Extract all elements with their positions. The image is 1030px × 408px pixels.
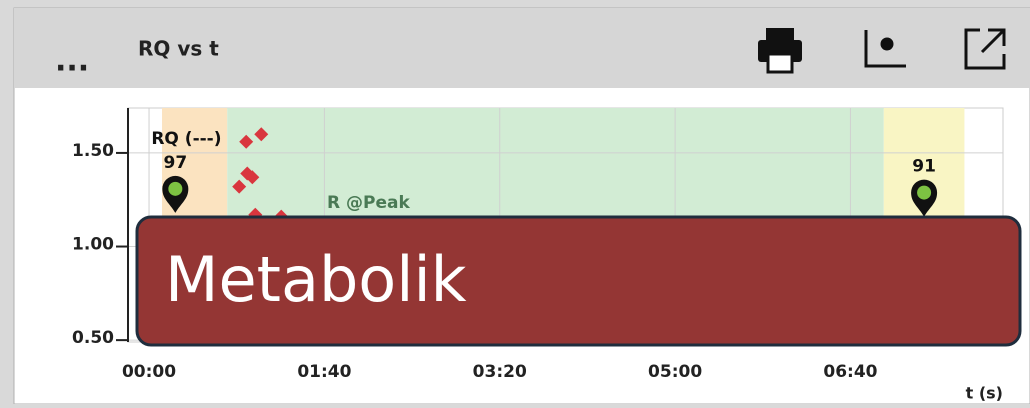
menu-button[interactable]: ... <box>55 44 89 79</box>
y-tick-label: 0.50 <box>72 328 114 348</box>
data-point <box>245 170 260 185</box>
x-tick-label: 03:20 <box>473 362 527 382</box>
chart-settings-icon[interactable] <box>864 30 906 68</box>
overlay: Metabolik <box>135 215 1022 347</box>
x-tick-label: 06:40 <box>823 362 877 382</box>
data-point <box>254 127 269 142</box>
overlay-box <box>135 215 1022 347</box>
header-title: RQ vs t <box>138 37 219 61</box>
x-tick-label: 01:40 <box>297 362 351 382</box>
pin-label: 91 <box>912 157 936 177</box>
data-point <box>232 179 247 194</box>
x-tick-label: 05:00 <box>648 362 702 382</box>
overlay-text: Metabolik <box>165 243 467 316</box>
header-bar <box>14 8 1030 88</box>
popout-icon[interactable] <box>964 28 1006 70</box>
pin-caption: RQ (---) <box>151 129 221 149</box>
annotation: R @Peak <box>327 193 410 213</box>
print-icon[interactable] <box>758 28 802 74</box>
x-axis-label: t (s) <box>966 384 1003 403</box>
x-tick-label: 00:00 <box>122 362 176 382</box>
pin-label: 97 <box>164 153 188 173</box>
pin-dot <box>168 181 183 196</box>
data-point <box>239 134 254 149</box>
y-tick-label: 1.00 <box>72 235 114 255</box>
y-tick-label: 1.50 <box>72 141 114 161</box>
pin-dot <box>917 185 932 200</box>
